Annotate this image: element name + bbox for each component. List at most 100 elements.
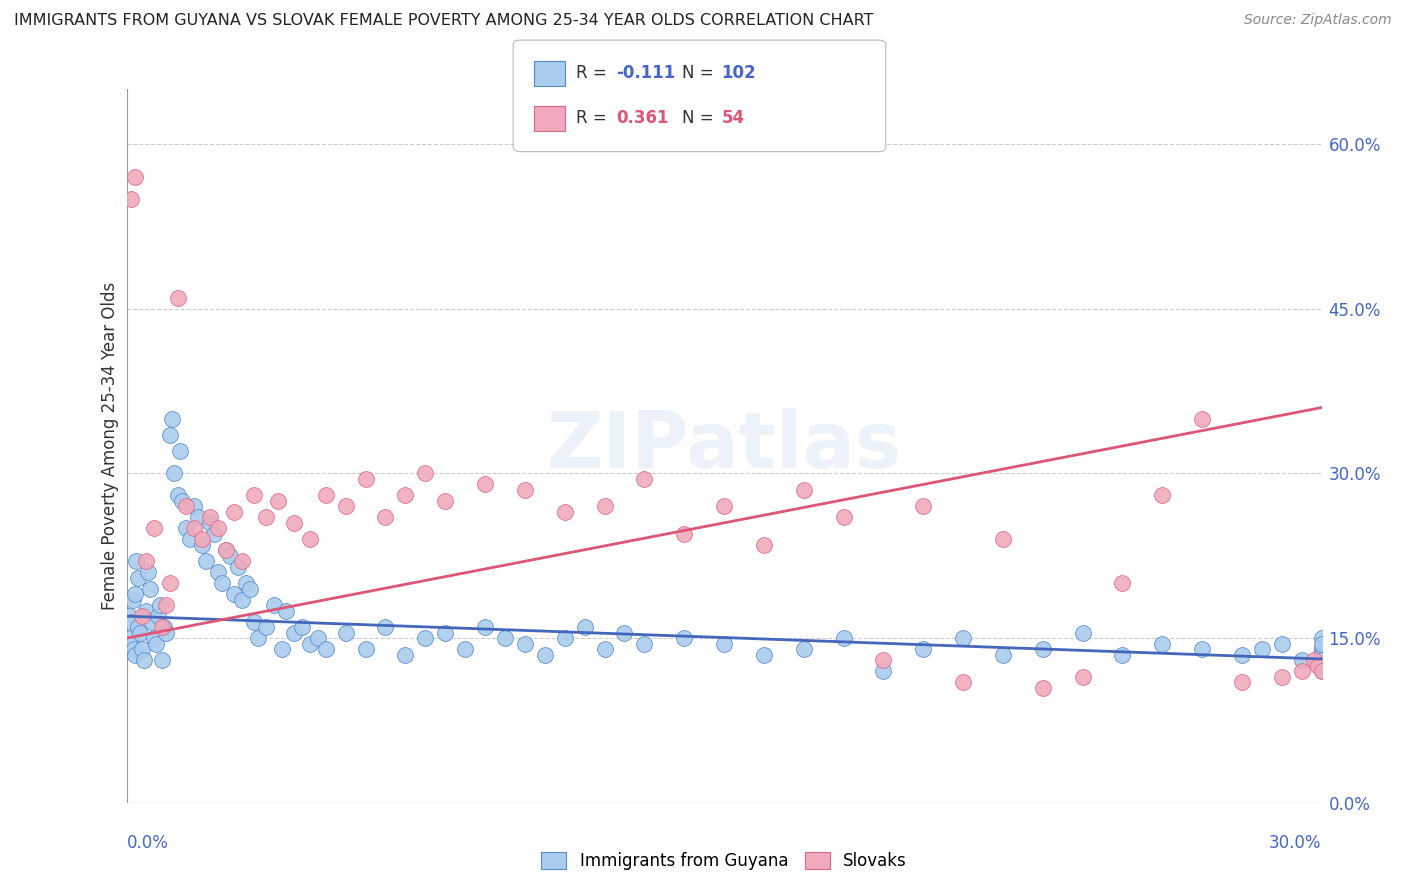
Point: [127, 620, 149, 634]
Point: [267, 494, 290, 508]
Point: [1271, 669, 1294, 683]
Point: [117, 609, 139, 624]
Point: [195, 554, 218, 568]
Point: [574, 620, 596, 634]
Point: [125, 554, 148, 568]
Point: [533, 648, 555, 662]
Point: [1111, 648, 1133, 662]
Point: [793, 483, 815, 497]
Point: [183, 500, 205, 514]
Point: [172, 494, 194, 508]
Point: [1310, 631, 1333, 645]
Text: N =: N =: [682, 110, 713, 128]
Point: [1032, 681, 1054, 695]
Point: [163, 467, 186, 481]
Point: [991, 648, 1014, 662]
Point: [1310, 642, 1333, 657]
Point: [274, 604, 297, 618]
Point: [219, 549, 242, 563]
Point: [1230, 675, 1253, 690]
Point: [149, 598, 172, 612]
Point: [832, 631, 855, 645]
Point: [120, 615, 142, 629]
Point: [191, 533, 214, 547]
Point: [912, 642, 935, 657]
Point: [593, 500, 616, 514]
Point: [474, 620, 496, 634]
Point: [1310, 664, 1333, 678]
Point: [1152, 488, 1174, 502]
Point: [215, 543, 238, 558]
Point: [200, 516, 222, 530]
Point: [394, 488, 416, 502]
Point: [613, 625, 636, 640]
Point: [183, 521, 205, 535]
Point: [298, 533, 321, 547]
Point: [513, 637, 536, 651]
Point: [187, 510, 209, 524]
Point: [713, 637, 735, 651]
Point: [1310, 653, 1333, 667]
Point: [752, 648, 775, 662]
Point: [174, 500, 197, 514]
Text: R =: R =: [576, 64, 607, 82]
Point: [374, 510, 396, 524]
Point: [912, 500, 935, 514]
Point: [1310, 658, 1333, 673]
Point: [513, 483, 536, 497]
Point: [1291, 653, 1313, 667]
Point: [1111, 576, 1133, 591]
Point: [239, 582, 262, 596]
Point: [155, 598, 177, 612]
Point: [291, 620, 314, 634]
Point: [122, 642, 145, 657]
Point: [991, 533, 1014, 547]
Point: [155, 625, 177, 640]
Point: [211, 576, 233, 591]
Point: [315, 488, 337, 502]
Point: [554, 631, 576, 645]
Point: [167, 488, 190, 502]
Point: [134, 653, 156, 667]
Point: [231, 592, 253, 607]
Point: [159, 428, 181, 442]
Text: IMMIGRANTS FROM GUYANA VS SLOVAK FEMALE POVERTY AMONG 25-34 YEAR OLDS CORRELATIO: IMMIGRANTS FROM GUYANA VS SLOVAK FEMALE …: [14, 13, 873, 29]
Point: [169, 444, 191, 458]
Text: -0.111: -0.111: [616, 64, 675, 82]
Point: [952, 675, 974, 690]
Point: [1310, 642, 1333, 657]
Text: ZIPatlas: ZIPatlas: [547, 408, 901, 484]
Point: [832, 510, 855, 524]
Point: [354, 642, 377, 657]
Point: [713, 500, 735, 514]
Legend: Immigrants from Guyana, Slovaks: Immigrants from Guyana, Slovaks: [534, 845, 914, 877]
Point: [1251, 642, 1274, 657]
Point: [254, 620, 277, 634]
Point: [413, 467, 436, 481]
Point: [120, 631, 142, 645]
Point: [554, 505, 576, 519]
Point: [1271, 637, 1294, 651]
Point: [354, 472, 377, 486]
Point: [174, 521, 197, 535]
Point: [434, 625, 457, 640]
Point: [593, 642, 616, 657]
Point: [1032, 642, 1054, 657]
Point: [1071, 625, 1094, 640]
Point: [1310, 664, 1333, 678]
Point: [1291, 664, 1313, 678]
Y-axis label: Female Poverty Among 25-34 Year Olds: Female Poverty Among 25-34 Year Olds: [101, 282, 120, 610]
Point: [152, 653, 174, 667]
Point: [129, 625, 152, 640]
Point: [120, 192, 142, 206]
Text: R =: R =: [576, 110, 607, 128]
Point: [1306, 658, 1329, 673]
Point: [139, 582, 162, 596]
Point: [952, 631, 974, 645]
Point: [474, 477, 496, 491]
Point: [141, 615, 163, 629]
Point: [191, 538, 214, 552]
Point: [138, 566, 160, 580]
Text: Source: ZipAtlas.com: Source: ZipAtlas.com: [1244, 13, 1392, 28]
Point: [235, 576, 257, 591]
